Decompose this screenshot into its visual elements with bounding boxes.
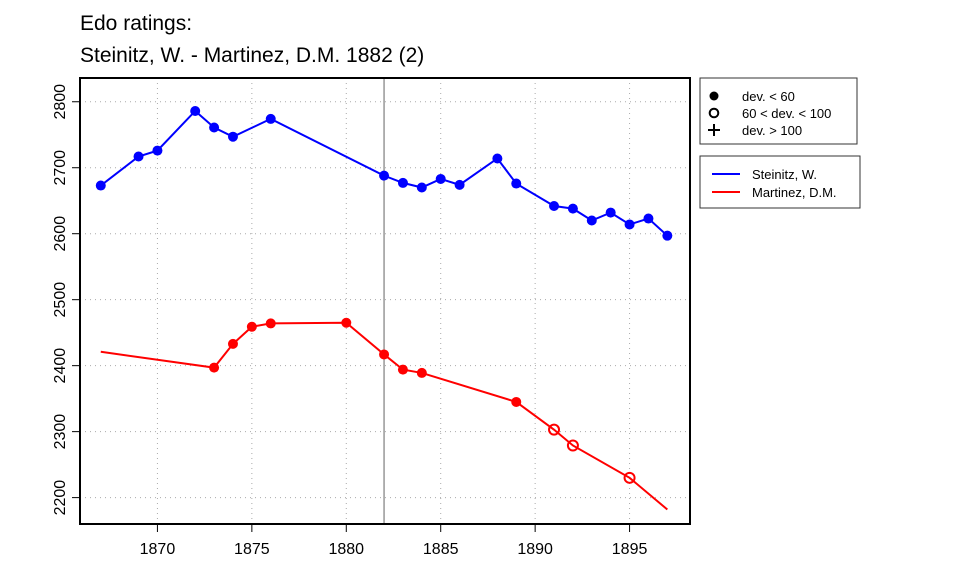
x-tick-label: 1890 xyxy=(517,541,553,558)
y-tick-label: 2500 xyxy=(52,282,69,318)
x-tick-label: 1875 xyxy=(234,541,270,558)
data-point xyxy=(227,131,238,142)
data-point xyxy=(246,321,257,332)
data-point xyxy=(209,362,220,373)
data-point xyxy=(511,396,522,407)
grid xyxy=(80,78,690,524)
legend-open-circle-icon xyxy=(708,107,720,119)
data-point xyxy=(397,177,408,188)
x-tick-label: 1895 xyxy=(612,541,648,558)
y-tick-label: 2600 xyxy=(52,216,69,252)
data-point xyxy=(227,338,238,349)
marker-legend: dev. < 60 60 < dev. < 100 dev. > 100 xyxy=(699,77,858,145)
data-point xyxy=(152,145,163,156)
data-point xyxy=(397,364,408,375)
axes: 1870 1875 1880 1885 1890 1895 2200 2300 2400 2500… xyxy=(52,84,647,558)
legend-series-steinitz: Steinitz, W. xyxy=(752,167,817,182)
data-point xyxy=(567,203,578,214)
y-tick-label: 2300 xyxy=(52,414,69,450)
data-point xyxy=(379,349,390,360)
data-point xyxy=(209,122,220,133)
data-point xyxy=(605,207,616,218)
data-point xyxy=(265,318,276,329)
y-tick-label: 2800 xyxy=(52,84,69,120)
data-point xyxy=(341,317,352,328)
data-point xyxy=(643,213,654,224)
data-point xyxy=(492,153,503,164)
data-point xyxy=(416,367,427,378)
plot-frame xyxy=(79,77,691,525)
x-tick-label: 1880 xyxy=(328,541,364,558)
data-point xyxy=(662,230,673,241)
data-point-open xyxy=(566,439,579,452)
chart-title-line-2: Steinitz, W. - Martinez, D.M. 1882 (2) xyxy=(80,44,424,67)
legend-series-martinez: Martinez, D.M. xyxy=(752,185,837,200)
x-tick-label: 1885 xyxy=(423,541,459,558)
legend-plus-icon xyxy=(708,124,720,136)
chart-title-line-1: Edo ratings: xyxy=(80,12,192,35)
series-layer xyxy=(95,105,673,511)
data-point xyxy=(454,179,465,190)
data-point-open xyxy=(623,471,636,484)
y-tick-label: 2200 xyxy=(52,480,69,516)
data-point xyxy=(379,170,390,181)
data-point xyxy=(624,219,635,230)
data-point xyxy=(190,105,201,116)
legend-label-filled: dev. < 60 xyxy=(742,89,795,104)
data-point xyxy=(133,151,144,162)
legend-filled-circle-icon xyxy=(709,91,719,101)
data-point xyxy=(435,173,446,184)
data-point-open xyxy=(548,423,561,436)
data-point xyxy=(95,180,106,191)
data-point xyxy=(265,113,276,124)
y-tick-label: 2700 xyxy=(52,150,69,186)
y-tick-label: 2400 xyxy=(52,348,69,384)
data-point xyxy=(549,200,560,211)
data-point xyxy=(511,178,522,189)
x-tick-label: 1870 xyxy=(140,541,176,558)
series-legend: Steinitz, W. Martinez, D.M. xyxy=(699,155,861,209)
legend-label-open: 60 < dev. < 100 xyxy=(742,106,831,121)
data-point xyxy=(586,215,597,226)
legend-label-plus: dev. > 100 xyxy=(742,123,802,138)
data-point xyxy=(416,182,427,193)
